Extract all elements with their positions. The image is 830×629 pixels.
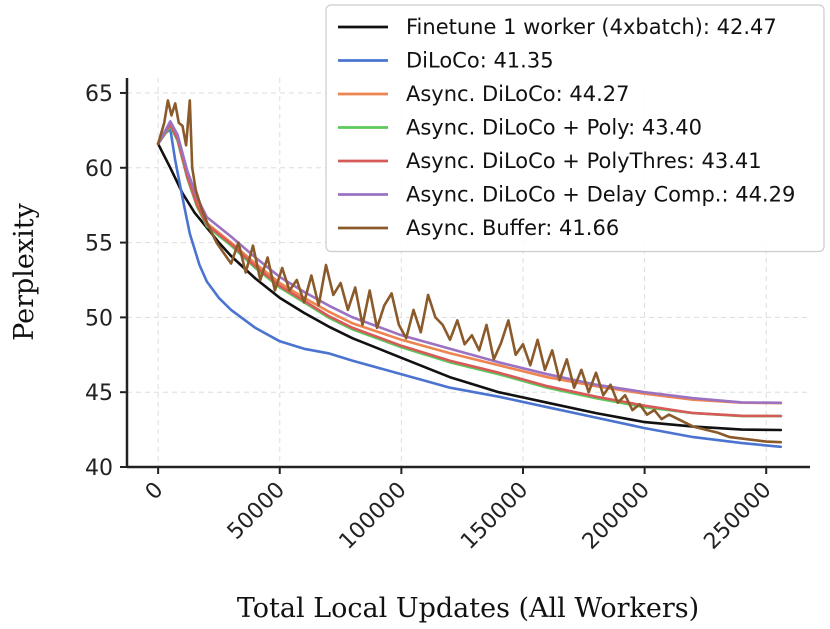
legend-label-0: Finetune 1 worker (4xbatch): 42.47 <box>406 15 777 39</box>
legend-label-4: Async. DiLoCo + PolyThres: 43.41 <box>406 149 762 173</box>
legend-box <box>325 4 825 253</box>
legend-label-2: Async. DiLoCo: 44.27 <box>406 82 630 106</box>
y-tick-label-2: 50 <box>85 306 113 331</box>
x-tick-label-2: 100000 <box>335 478 412 555</box>
series-line-0 <box>156 142 783 432</box>
legend-label-5: Async. DiLoCo + Delay Comp.: 44.29 <box>406 183 795 207</box>
legend-label-6: Async. Buffer: 41.66 <box>406 216 619 240</box>
x-tick-label-5: 250000 <box>699 478 776 555</box>
y-tick-label-0: 40 <box>85 456 113 481</box>
series-line-6 <box>156 99 783 444</box>
legend-label-3: Async. DiLoCo + Poly: 43.40 <box>406 116 702 140</box>
x-tick-label-0: 0 <box>141 478 169 506</box>
series-layer <box>156 99 783 449</box>
x-tick-label-4: 200000 <box>578 478 655 555</box>
y-tick-label-5: 65 <box>85 82 113 107</box>
x-tick-label-1: 50000 <box>223 478 290 545</box>
legend: Finetune 1 worker (4xbatch): 42.47 DiLoCo… <box>325 4 825 253</box>
legend-label-1: DiLoCo: 41.35 <box>406 49 554 73</box>
x-axis-title: Total Local Updates (All Workers) <box>237 593 699 624</box>
axes <box>125 78 810 469</box>
y-tick-label-3: 55 <box>85 232 113 257</box>
y-tick-label-1: 45 <box>85 381 113 406</box>
y-tick-label-4: 60 <box>85 157 113 182</box>
series-line-1 <box>156 127 783 449</box>
x-tick-label-3: 150000 <box>456 478 533 555</box>
y-axis-title: Perplexity <box>9 202 40 340</box>
